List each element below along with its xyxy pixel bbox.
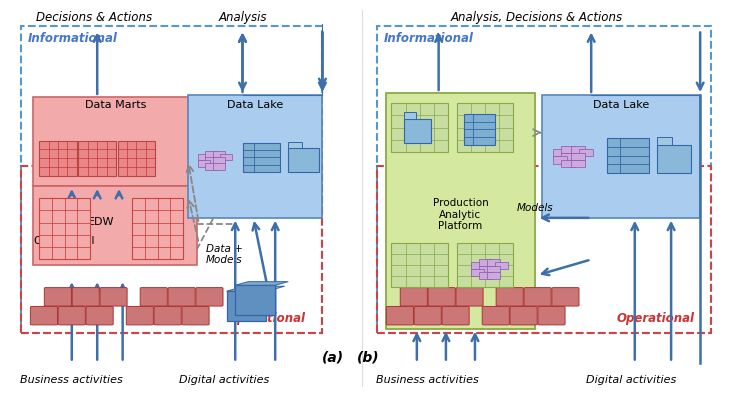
FancyBboxPatch shape <box>72 288 100 306</box>
FancyBboxPatch shape <box>552 288 579 306</box>
FancyBboxPatch shape <box>482 307 509 325</box>
FancyBboxPatch shape <box>39 141 77 177</box>
Text: Production
Analytic
Platform: Production Analytic Platform <box>433 198 488 231</box>
FancyBboxPatch shape <box>392 243 448 288</box>
FancyBboxPatch shape <box>86 307 113 325</box>
Text: Digital activities: Digital activities <box>179 375 269 385</box>
FancyBboxPatch shape <box>39 198 90 260</box>
Text: Informational: Informational <box>29 32 118 45</box>
FancyBboxPatch shape <box>168 288 195 306</box>
Text: Operational: Operational <box>228 311 306 324</box>
FancyBboxPatch shape <box>457 103 513 153</box>
FancyBboxPatch shape <box>456 288 483 306</box>
FancyBboxPatch shape <box>235 286 275 315</box>
FancyBboxPatch shape <box>141 288 168 306</box>
Text: (a): (a) <box>322 350 344 364</box>
FancyBboxPatch shape <box>510 307 537 325</box>
Text: Data Marts: Data Marts <box>85 99 146 109</box>
FancyBboxPatch shape <box>524 288 551 306</box>
Text: Digital activities: Digital activities <box>586 375 676 385</box>
FancyBboxPatch shape <box>386 94 535 329</box>
FancyBboxPatch shape <box>414 307 441 325</box>
FancyBboxPatch shape <box>242 143 280 173</box>
FancyBboxPatch shape <box>657 138 672 146</box>
Text: Data +
Models: Data + Models <box>206 243 243 265</box>
FancyBboxPatch shape <box>59 307 86 325</box>
FancyBboxPatch shape <box>45 288 72 306</box>
FancyBboxPatch shape <box>132 198 183 260</box>
FancyBboxPatch shape <box>78 141 116 177</box>
FancyBboxPatch shape <box>226 292 266 321</box>
Text: Operational: Operational <box>616 311 695 324</box>
FancyBboxPatch shape <box>127 307 154 325</box>
FancyBboxPatch shape <box>288 143 302 149</box>
Text: Data Lake: Data Lake <box>227 99 283 109</box>
FancyBboxPatch shape <box>154 307 182 325</box>
Text: Operational
systems: Operational systems <box>34 235 95 257</box>
FancyBboxPatch shape <box>404 119 431 143</box>
Text: Business activities: Business activities <box>376 375 479 385</box>
FancyBboxPatch shape <box>464 114 495 146</box>
FancyBboxPatch shape <box>33 186 197 266</box>
FancyBboxPatch shape <box>188 96 322 218</box>
Text: Analysis: Analysis <box>218 10 266 24</box>
FancyBboxPatch shape <box>400 288 427 306</box>
FancyBboxPatch shape <box>428 288 455 306</box>
Text: (b): (b) <box>357 350 379 364</box>
Text: EDW: EDW <box>88 216 114 226</box>
FancyBboxPatch shape <box>196 288 223 306</box>
Text: Data Lake: Data Lake <box>593 99 649 109</box>
FancyBboxPatch shape <box>542 96 701 218</box>
FancyBboxPatch shape <box>442 307 469 325</box>
FancyBboxPatch shape <box>118 141 155 177</box>
Text: Analysis, Decisions & Actions: Analysis, Decisions & Actions <box>451 10 623 24</box>
FancyBboxPatch shape <box>33 98 197 186</box>
FancyBboxPatch shape <box>404 113 417 119</box>
Text: Informational: Informational <box>384 32 474 45</box>
FancyBboxPatch shape <box>288 149 318 173</box>
FancyBboxPatch shape <box>457 243 513 288</box>
FancyBboxPatch shape <box>392 103 448 153</box>
FancyBboxPatch shape <box>386 307 414 325</box>
FancyBboxPatch shape <box>31 307 58 325</box>
FancyBboxPatch shape <box>657 146 692 174</box>
FancyBboxPatch shape <box>100 288 127 306</box>
Text: Business activities: Business activities <box>20 375 123 385</box>
FancyBboxPatch shape <box>538 307 565 325</box>
Text: Decisions & Actions: Decisions & Actions <box>36 10 152 24</box>
Polygon shape <box>226 286 285 292</box>
FancyBboxPatch shape <box>182 307 209 325</box>
Text: Models: Models <box>516 203 553 213</box>
FancyBboxPatch shape <box>496 288 523 306</box>
FancyBboxPatch shape <box>607 139 649 174</box>
Polygon shape <box>235 282 288 286</box>
